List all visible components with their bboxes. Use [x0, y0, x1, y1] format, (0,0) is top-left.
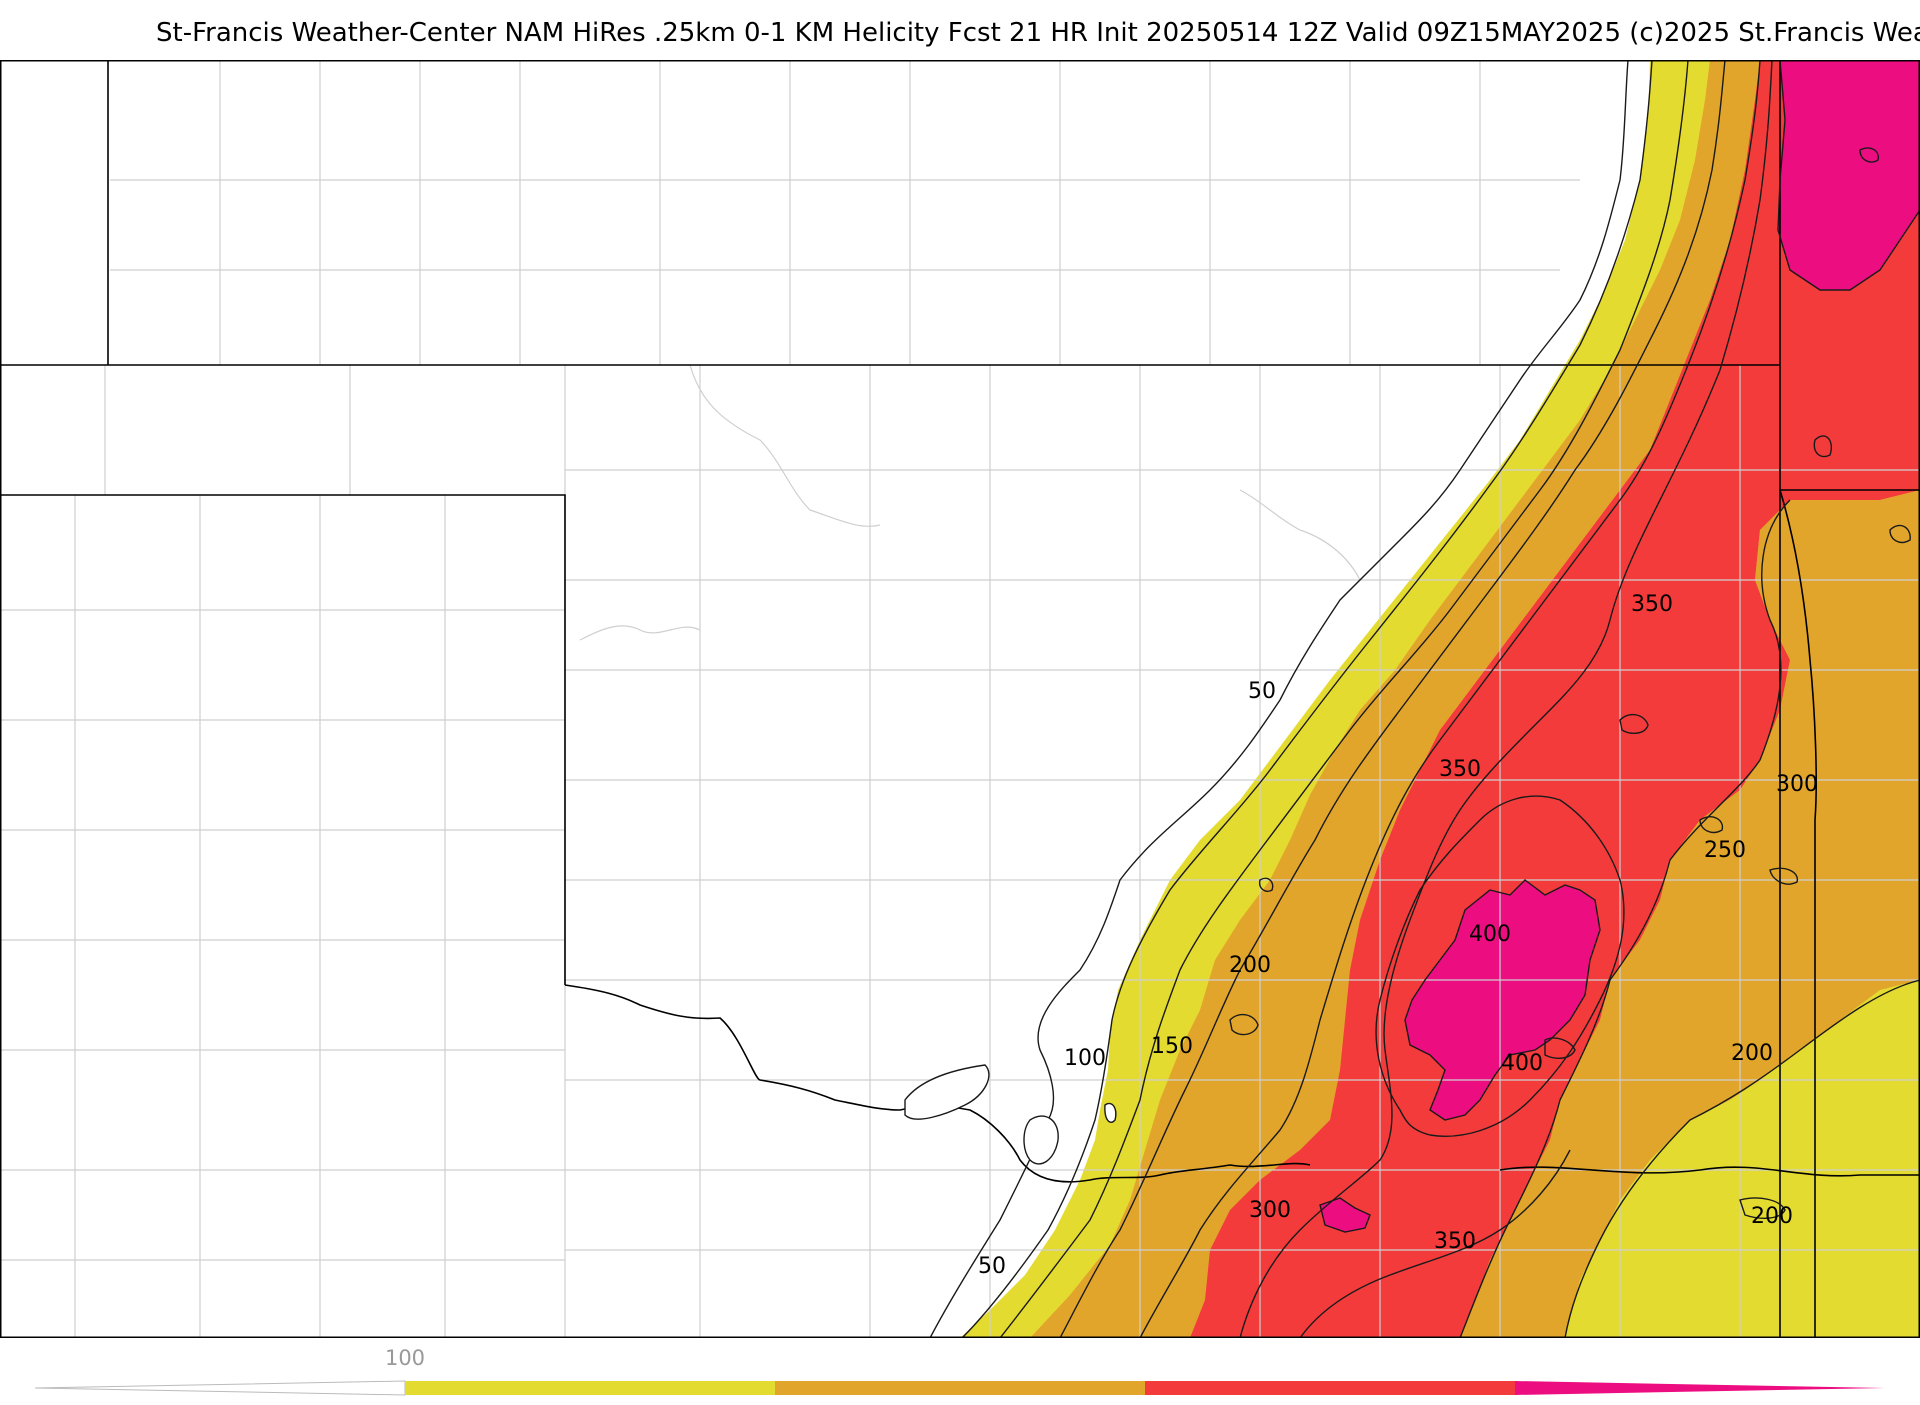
contour-label: 200 [1751, 1204, 1793, 1229]
contour-label: 200 [1731, 1041, 1773, 1066]
contour-label: 350 [1439, 757, 1481, 782]
band-red [1190, 60, 1920, 1338]
contour-label: 50 [978, 1254, 1006, 1279]
state-borders [0, 60, 1920, 1338]
contour-label: 100 [1064, 1046, 1106, 1071]
helicity-fill-layer [960, 60, 1920, 1338]
contour-label: 200 [1229, 953, 1271, 978]
legend-segment-250 [1145, 1381, 1515, 1395]
legend-over-arrow [1515, 1381, 1885, 1395]
helicity-contours [929, 60, 1920, 1338]
contour-label: 400 [1469, 922, 1511, 947]
contour-islands [904, 1064, 1117, 1165]
contour-label: 400 [1501, 1051, 1543, 1076]
legend-tick-label: 100 [385, 1346, 425, 1370]
contour-label: 250 [1704, 838, 1746, 863]
legend-bar: 100 [34, 1346, 1885, 1396]
contour-labels: 50 50 100 150 200 200 200 250 300 300 35… [978, 592, 1818, 1279]
map-border [0, 60, 1920, 1338]
band-orange-east [1460, 490, 1920, 1338]
contour-label: 350 [1434, 1229, 1476, 1254]
band-pink-core [1405, 880, 1600, 1120]
contour-label: 300 [1249, 1198, 1291, 1223]
title-bar: St-Francis Weather-Center NAM HiRes .25k… [0, 0, 1920, 60]
band-red-southwest [1205, 1205, 1265, 1338]
legend-segment-100 [405, 1381, 775, 1395]
band-pink-northeast [1778, 60, 1920, 290]
legend-under-arrow [34, 1380, 406, 1396]
band-yellow-southeast [1565, 980, 1920, 1338]
color-legend: 100 [0, 1338, 1920, 1400]
map-frame[interactable]: 50 50 100 150 200 200 200 250 300 300 35… [0, 60, 1920, 1338]
contour-label: 50 [1248, 679, 1276, 704]
contour-label: 150 [1151, 1034, 1193, 1059]
map-title: St-Francis Weather-Center NAM HiRes .25k… [156, 18, 1920, 48]
contour-label: 300 [1776, 772, 1818, 797]
helicity-map[interactable]: 50 50 100 150 200 200 200 250 300 300 35… [0, 60, 1920, 1338]
band-pink-south [1320, 1198, 1370, 1232]
contour-label: 350 [1631, 592, 1673, 617]
legend-segment-150 [775, 1381, 1145, 1395]
